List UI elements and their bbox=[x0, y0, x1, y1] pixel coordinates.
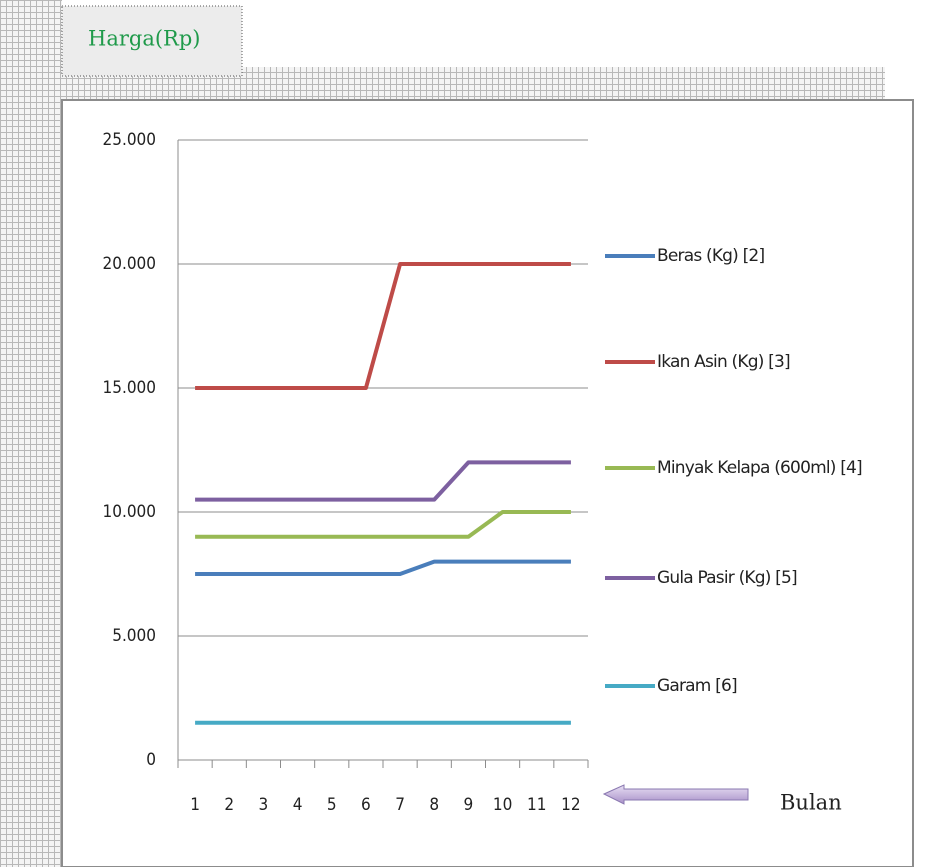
hatch-left bbox=[0, 0, 62, 867]
x-tick-label: 8 bbox=[429, 795, 439, 815]
x-tick-label: 3 bbox=[259, 795, 269, 815]
y-tick-label: 20.000 bbox=[103, 254, 157, 274]
series-line bbox=[195, 262, 571, 390]
x-tick-label: 5 bbox=[327, 795, 337, 815]
x-tick-label: 2 bbox=[224, 795, 234, 815]
y-tick-label: 25.000 bbox=[103, 130, 157, 150]
y-tick-label: 15.000 bbox=[103, 378, 157, 398]
series-line bbox=[195, 510, 571, 539]
x-tick-label: 10 bbox=[493, 795, 512, 815]
legend-label: Beras (Kg) [2] bbox=[657, 246, 765, 266]
x-tick-label: 7 bbox=[395, 795, 405, 815]
legend-label: Gula Pasir (Kg) [5] bbox=[657, 568, 798, 588]
y-label: Harga(Rp) bbox=[88, 27, 200, 51]
x-tick-label: 11 bbox=[527, 795, 546, 815]
y-tick-label: 0 bbox=[146, 750, 156, 770]
x-tick-label: 12 bbox=[561, 795, 580, 815]
x-tick-label: 9 bbox=[464, 795, 474, 815]
arrow bbox=[602, 784, 749, 805]
plot-frame bbox=[61, 99, 914, 867]
y-tick-label: 5.000 bbox=[112, 626, 156, 646]
legend-label: Garam [6] bbox=[657, 676, 738, 696]
x-tick-label: 1 bbox=[190, 795, 200, 815]
series-line bbox=[195, 460, 571, 502]
x-tick-label: 4 bbox=[293, 795, 303, 815]
series-line bbox=[195, 559, 571, 576]
y-tick-label: 10.000 bbox=[103, 502, 157, 522]
x-tick-label: 6 bbox=[361, 795, 371, 815]
legend-label: Minyak Kelapa (600ml) [4] bbox=[657, 458, 863, 478]
y-label-box bbox=[61, 5, 243, 77]
legend-label: Ikan Asin (Kg) [3] bbox=[657, 352, 791, 372]
x-label: Bulan bbox=[780, 791, 842, 815]
